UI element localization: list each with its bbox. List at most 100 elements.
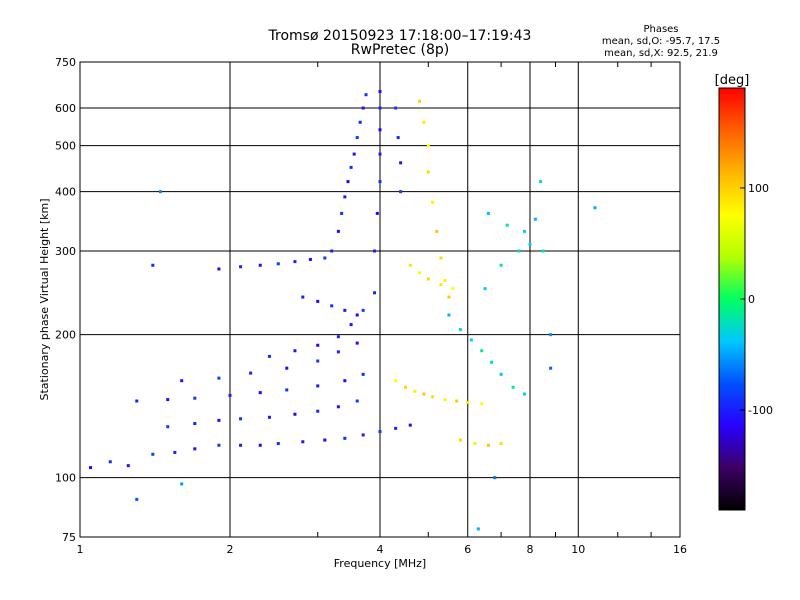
data-point bbox=[316, 299, 320, 303]
data-point bbox=[364, 93, 368, 97]
data-point bbox=[340, 211, 344, 215]
y-axis-label: Stationary phase Virtual Height [km] bbox=[38, 198, 51, 400]
data-point bbox=[517, 249, 521, 253]
data-point bbox=[528, 242, 532, 246]
data-point bbox=[394, 379, 398, 383]
data-point bbox=[135, 399, 139, 403]
data-point bbox=[258, 391, 262, 395]
data-point bbox=[378, 152, 382, 156]
data-point bbox=[343, 379, 347, 383]
data-point bbox=[476, 527, 480, 531]
data-point bbox=[293, 260, 297, 264]
data-point bbox=[480, 402, 484, 406]
data-point bbox=[258, 443, 262, 447]
data-point bbox=[458, 328, 462, 332]
data-point bbox=[443, 398, 447, 402]
colorbar-label: [deg] bbox=[715, 73, 750, 88]
data-point bbox=[343, 195, 347, 199]
data-point bbox=[336, 405, 340, 409]
data-point bbox=[316, 409, 320, 413]
data-point bbox=[483, 287, 487, 291]
data-point bbox=[323, 438, 327, 442]
data-point bbox=[355, 136, 359, 140]
data-point bbox=[378, 128, 382, 132]
data-point bbox=[276, 442, 280, 446]
data-point bbox=[301, 295, 305, 299]
data-point bbox=[293, 349, 297, 353]
data-point bbox=[349, 165, 353, 169]
data-point bbox=[217, 376, 221, 380]
data-point bbox=[308, 257, 312, 261]
data-point bbox=[217, 267, 221, 271]
data-point bbox=[378, 180, 382, 184]
data-point bbox=[316, 343, 320, 347]
data-point bbox=[330, 304, 334, 308]
data-point bbox=[316, 384, 320, 388]
data-point bbox=[239, 417, 243, 421]
y-tick-label: 750 bbox=[55, 56, 76, 69]
data-point bbox=[417, 271, 421, 275]
data-point bbox=[408, 423, 412, 427]
y-tick-label: 400 bbox=[55, 186, 76, 199]
data-point bbox=[539, 180, 543, 184]
colorbar-tick-label: 100 bbox=[748, 182, 769, 195]
data-point bbox=[422, 392, 426, 396]
data-point bbox=[258, 263, 262, 267]
data-point bbox=[499, 442, 503, 446]
data-point bbox=[375, 211, 379, 215]
data-point bbox=[378, 430, 382, 434]
data-point bbox=[361, 308, 365, 312]
x-tick-label: 10 bbox=[571, 543, 585, 556]
data-point bbox=[352, 152, 356, 156]
data-point bbox=[193, 447, 197, 451]
data-point bbox=[469, 338, 473, 342]
data-point bbox=[180, 482, 184, 486]
data-point bbox=[151, 263, 155, 267]
data-point bbox=[193, 422, 197, 426]
data-point bbox=[217, 443, 221, 447]
data-point bbox=[455, 399, 459, 403]
data-point bbox=[399, 161, 403, 165]
data-point bbox=[499, 263, 503, 267]
x-tick-label: 6 bbox=[464, 543, 471, 556]
data-point bbox=[158, 190, 162, 194]
data-point bbox=[343, 308, 347, 312]
data-point bbox=[323, 256, 327, 260]
data-point bbox=[394, 106, 398, 110]
data-point bbox=[346, 180, 350, 184]
data-point bbox=[293, 412, 297, 416]
data-point bbox=[89, 466, 93, 470]
data-point bbox=[285, 388, 289, 392]
data-point bbox=[151, 452, 155, 456]
data-point bbox=[373, 249, 377, 253]
data-point bbox=[373, 291, 377, 295]
data-point bbox=[355, 399, 359, 403]
x-tick-label: 8 bbox=[527, 543, 534, 556]
x-tick-label: 1 bbox=[77, 543, 84, 556]
y-tick-label: 75 bbox=[62, 531, 76, 544]
data-point bbox=[505, 223, 509, 227]
data-point bbox=[301, 440, 305, 444]
data-point bbox=[443, 279, 447, 283]
data-point bbox=[486, 211, 490, 215]
data-point bbox=[431, 395, 435, 399]
data-point bbox=[166, 425, 170, 429]
data-point bbox=[451, 287, 455, 291]
data-point bbox=[499, 372, 503, 376]
data-point bbox=[511, 385, 515, 389]
data-point bbox=[135, 497, 139, 501]
chart-title: Tromsø 20150923 17:18:00–17:19:43 bbox=[268, 28, 532, 44]
data-point bbox=[480, 349, 484, 353]
data-point bbox=[336, 229, 340, 233]
data-point bbox=[126, 464, 130, 468]
x-tick-label: 16 bbox=[673, 543, 687, 556]
data-point bbox=[403, 385, 407, 389]
data-point bbox=[180, 379, 184, 383]
data-point bbox=[166, 398, 170, 402]
phase-stats-x: mean, sd,X: 92.5, 21.9 bbox=[604, 48, 718, 59]
data-point bbox=[466, 400, 470, 404]
data-point bbox=[330, 249, 334, 253]
data-point bbox=[336, 335, 340, 339]
data-point bbox=[355, 313, 359, 317]
